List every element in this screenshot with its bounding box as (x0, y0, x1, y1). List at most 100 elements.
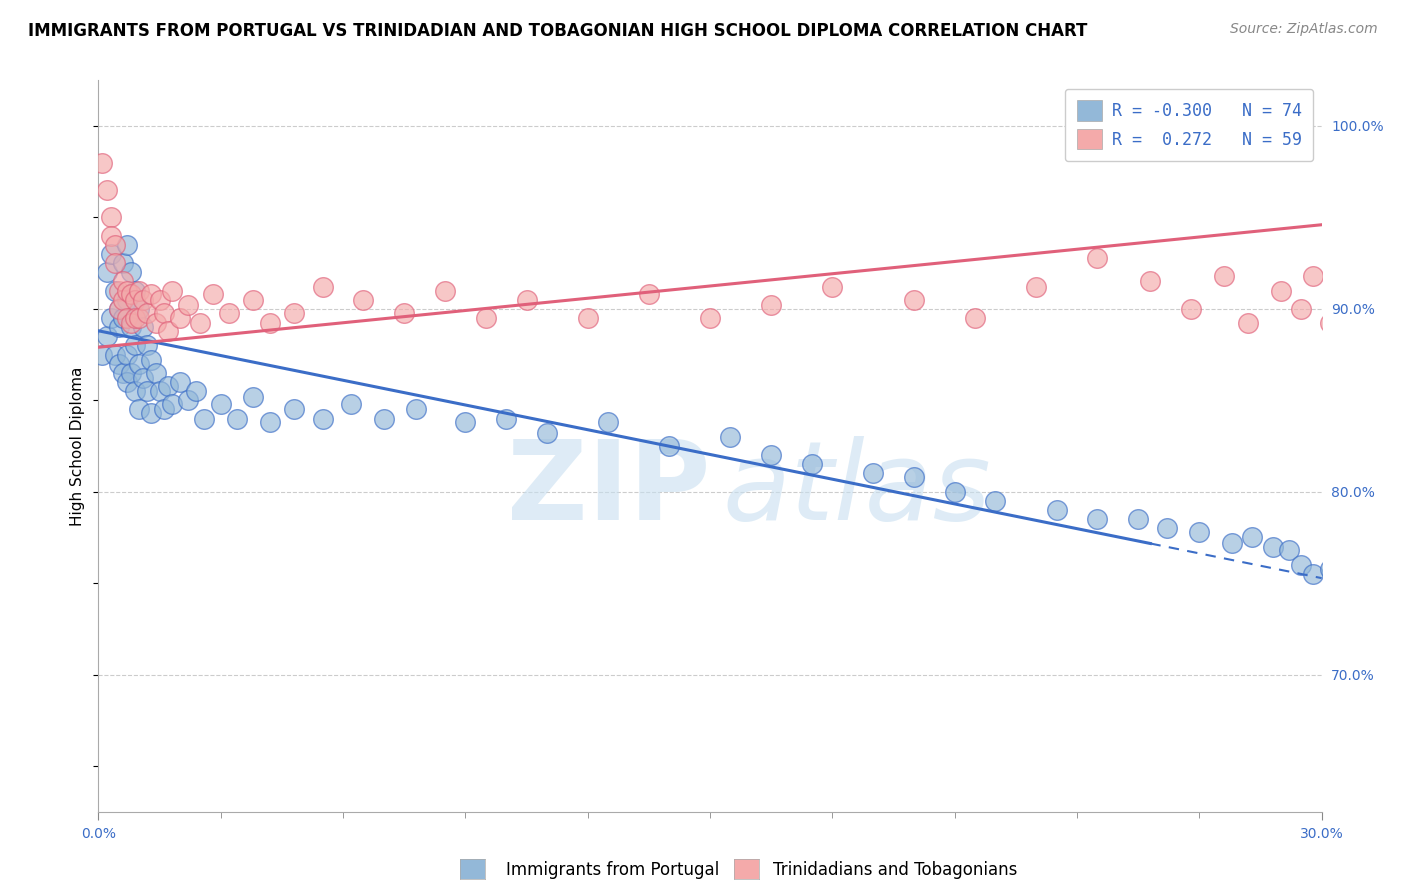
Point (1319, 561, 1341, 575)
Point (903, 293, 925, 307)
Point (1241, 530, 1264, 544)
Point (576, 310, 599, 325)
Point (312, 280, 335, 294)
Point (108, 301, 131, 316)
Point (124, 310, 146, 325)
Text: Immigrants from Portugal: Immigrants from Portugal (506, 861, 720, 879)
Point (1270, 284, 1292, 298)
Point (1291, 558, 1313, 572)
Point (177, 298, 200, 312)
Point (104, 237, 127, 252)
Point (1085, 251, 1108, 265)
Point (1025, 280, 1047, 294)
Point (100, 310, 122, 325)
Point (312, 411, 335, 425)
Point (128, 402, 150, 417)
Point (141, 287, 163, 301)
Point (115, 293, 138, 307)
Point (132, 293, 155, 307)
Point (141, 406, 163, 420)
Legend: R = -0.300   N = 74, R =  0.272   N = 59: R = -0.300 N = 74, R = 0.272 N = 59 (1064, 88, 1313, 161)
Point (392, 305, 416, 319)
Point (136, 384, 159, 399)
Point (201, 287, 224, 301)
Point (115, 310, 138, 325)
Point (1128, 512, 1150, 526)
Point (373, 411, 395, 425)
Point (96, 329, 118, 343)
Point (124, 284, 146, 298)
Point (283, 305, 305, 319)
Point (1220, 536, 1243, 550)
Point (124, 293, 146, 307)
Point (120, 366, 142, 380)
Point (120, 320, 142, 334)
Point (149, 293, 172, 307)
Text: IMMIGRANTS FROM PORTUGAL VS TRINIDADIAN AND TOBAGONIAN HIGH SCHOOL DIPLOMA CORRE: IMMIGRANTS FROM PORTUGAL VS TRINIDADIAN … (28, 22, 1087, 40)
Point (160, 284, 183, 298)
Point (1351, 261, 1374, 276)
Point (152, 402, 174, 417)
Point (862, 467, 884, 481)
Point (1139, 274, 1161, 288)
Point (536, 426, 558, 441)
Point (1278, 543, 1301, 558)
Point (124, 384, 146, 399)
Point (193, 411, 215, 425)
Point (761, 448, 783, 462)
Point (177, 393, 200, 408)
Point (115, 347, 138, 362)
Point (495, 411, 517, 425)
Point (1291, 301, 1313, 316)
Point (128, 301, 150, 316)
Point (91, 347, 114, 362)
Point (111, 366, 134, 380)
Point (801, 458, 824, 472)
Point (115, 237, 138, 252)
Point (132, 371, 155, 385)
Point (943, 484, 966, 499)
Point (474, 310, 498, 325)
Point (209, 397, 232, 411)
Text: Source: ZipAtlas.com: Source: ZipAtlas.com (1230, 22, 1378, 37)
Point (108, 357, 131, 371)
Point (128, 310, 150, 325)
Point (598, 415, 620, 429)
Point (1302, 268, 1324, 283)
Point (1237, 317, 1260, 331)
Point (405, 402, 427, 417)
Point (145, 366, 167, 380)
Point (965, 310, 987, 325)
Point (96, 183, 118, 197)
Point (242, 293, 264, 307)
Point (903, 470, 925, 484)
Point (352, 293, 374, 307)
Point (186, 384, 208, 399)
Point (100, 211, 122, 225)
Point (156, 378, 179, 392)
Point (104, 284, 127, 298)
Point (128, 284, 150, 298)
Text: atlas: atlas (723, 436, 991, 543)
Point (821, 280, 844, 294)
Point (132, 320, 155, 334)
Point (1188, 524, 1211, 539)
Point (1045, 503, 1069, 517)
Point (104, 347, 127, 362)
Point (111, 274, 134, 288)
Point (226, 411, 249, 425)
Point (141, 353, 163, 368)
Point (1212, 268, 1234, 283)
Point (152, 305, 174, 319)
Point (454, 415, 477, 429)
Point (658, 439, 681, 453)
Point (1261, 540, 1284, 554)
Point (128, 357, 150, 371)
Point (100, 228, 122, 243)
Point (115, 375, 138, 389)
Point (761, 298, 783, 312)
Point (638, 287, 661, 301)
Point (699, 310, 721, 325)
Point (120, 287, 142, 301)
Point (242, 390, 264, 404)
